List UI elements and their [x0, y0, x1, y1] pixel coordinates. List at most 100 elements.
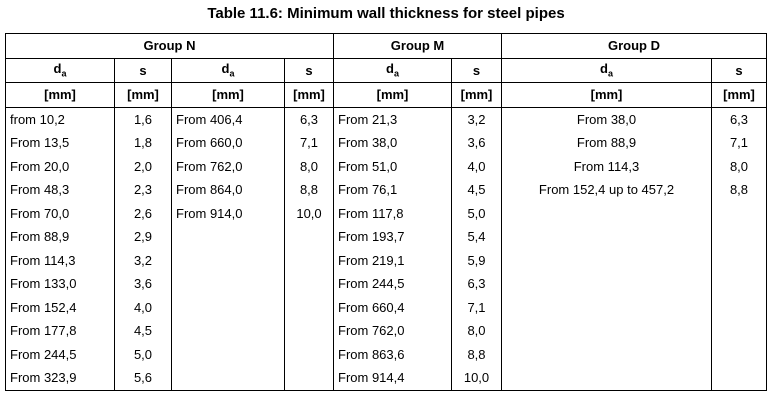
group-n-outer-diameter-cell: From 762,0: [171, 154, 285, 178]
group-d-thickness-cell: [711, 248, 767, 272]
col-header-s: s: [284, 58, 334, 83]
group-n-outer-diameter-cell: From 244,5: [5, 342, 115, 366]
group-d-outer-diameter-cell: [501, 319, 712, 343]
group-n-thickness-cell: [284, 319, 334, 343]
table-row: From 152,4 4,0 From 660,4 7,1: [5, 295, 767, 319]
unit-label: [mm]: [451, 82, 502, 108]
group-n-outer-diameter-cell: [171, 342, 285, 366]
group-n-outer-diameter-cell: [171, 225, 285, 249]
group-d-thickness-cell: [711, 225, 767, 249]
group-m-outer-diameter-cell: From 660,4: [333, 295, 452, 319]
table-row: From 20,0 2,0 From 762,0 8,0 From 51,0 4,0 Fro…: [5, 154, 767, 178]
group-d-outer-diameter-cell: [501, 201, 712, 225]
group-m-thickness-cell: 10,0: [451, 366, 502, 391]
group-n-outer-diameter-cell: From 70,0: [5, 201, 115, 225]
group-n-thickness-cell: [284, 366, 334, 391]
col-header-s: s: [711, 58, 767, 83]
group-d-outer-diameter-cell: [501, 366, 712, 391]
column-header-row: da s da s da s da s: [5, 58, 767, 83]
group-n-thickness-cell: 8,8: [284, 178, 334, 202]
group-n-thickness-cell: 3,2: [114, 248, 172, 272]
unit-label: [mm]: [284, 82, 334, 108]
col-header-s: s: [451, 58, 502, 83]
unit-label: [mm]: [333, 82, 452, 108]
col-header-da: da: [171, 58, 285, 83]
group-n-outer-diameter-cell: From 177,8: [5, 319, 115, 343]
group-m-thickness-cell: 7,1: [451, 295, 502, 319]
group-n-outer-diameter-cell: From 88,9: [5, 225, 115, 249]
col-header-da: da: [501, 58, 712, 83]
group-m-thickness-cell: 5,4: [451, 225, 502, 249]
group-m-outer-diameter-cell: From 762,0: [333, 319, 452, 343]
group-n-outer-diameter-cell: [171, 272, 285, 296]
group-n-thickness-cell: 1,8: [114, 131, 172, 155]
group-d-outer-diameter-cell: [501, 295, 712, 319]
group-n-thickness-cell: 4,0: [114, 295, 172, 319]
group-n-thickness-cell: [284, 248, 334, 272]
group-n-thickness-cell: 6,3: [284, 107, 334, 131]
group-m-thickness-cell: 3,2: [451, 107, 502, 131]
group-d-thickness-cell: [711, 342, 767, 366]
group-n-thickness-cell: 2,6: [114, 201, 172, 225]
group-d-thickness-cell: [711, 272, 767, 296]
group-n-thickness-cell: 7,1: [284, 131, 334, 155]
group-n-outer-diameter-cell: From 114,3: [5, 248, 115, 272]
table-row: From 70,0 2,6 From 914,0 10,0 From 117,8 5,0: [5, 201, 767, 225]
group-m-outer-diameter-cell: From 76,1: [333, 178, 452, 202]
group-n-thickness-cell: 5,6: [114, 366, 172, 391]
group-n-outer-diameter-cell: from 10,2: [5, 107, 115, 131]
group-n-outer-diameter-cell: From 406,4: [171, 107, 285, 131]
table-row: From 133,0 3,6 From 244,5 6,3: [5, 272, 767, 296]
unit-label: [mm]: [711, 82, 767, 108]
group-n-outer-diameter-cell: From 864,0: [171, 178, 285, 202]
group-d-outer-diameter-cell: [501, 342, 712, 366]
group-n-thickness-cell: 2,3: [114, 178, 172, 202]
group-n-thickness-cell: 8,0: [284, 154, 334, 178]
unit-row: [mm] [mm] [mm] [mm] [mm] [mm] [mm] [mm]: [5, 82, 767, 108]
wall-thickness-table: Group N Group M Group D da s da s da s d…: [5, 33, 767, 391]
group-d-thickness-cell: [711, 201, 767, 225]
group-d-thickness-cell: [711, 319, 767, 343]
group-m-outer-diameter-cell: From 38,0: [333, 131, 452, 155]
group-d-outer-diameter-cell: From 38,0: [501, 107, 712, 131]
group-n-outer-diameter-cell: From 20,0: [5, 154, 115, 178]
group-n-outer-diameter-cell: From 323,9: [5, 366, 115, 391]
group-m-outer-diameter-cell: From 51,0: [333, 154, 452, 178]
group-n-thickness-cell: [284, 342, 334, 366]
group-n-thickness-cell: 10,0: [284, 201, 334, 225]
group-m-outer-diameter-cell: From 219,1: [333, 248, 452, 272]
group-n-outer-diameter-cell: From 48,3: [5, 178, 115, 202]
group-m-outer-diameter-cell: From 914,4: [333, 366, 452, 391]
table-row: From 114,3 3,2 From 219,1 5,9: [5, 248, 767, 272]
group-m-outer-diameter-cell: From 244,5: [333, 272, 452, 296]
group-n-outer-diameter-cell: [171, 366, 285, 391]
group-m-thickness-cell: 8,0: [451, 319, 502, 343]
group-n-thickness-cell: [284, 225, 334, 249]
table-row: from 10,2 1,6 From 406,4 6,3 From 21,3 3,2 Fro…: [5, 107, 767, 131]
group-n-thickness-cell: 4,5: [114, 319, 172, 343]
unit-label: [mm]: [5, 82, 115, 108]
group-m-thickness-cell: 6,3: [451, 272, 502, 296]
table-row: From 88,9 2,9 From 193,7 5,4: [5, 225, 767, 249]
group-d-thickness-cell: 8,0: [711, 154, 767, 178]
unit-label: [mm]: [114, 82, 172, 108]
col-header-da: da: [333, 58, 452, 83]
table-row: From 48,3 2,3 From 864,0 8,8 From 76,1 4,5 Fro…: [5, 178, 767, 202]
group-d-thickness-cell: [711, 366, 767, 391]
group-n-header: Group N: [5, 33, 334, 59]
group-n-outer-diameter-cell: From 13,5: [5, 131, 115, 155]
group-m-header: Group M: [333, 33, 502, 59]
group-n-thickness-cell: [284, 272, 334, 296]
col-header-s: s: [114, 58, 172, 83]
group-n-outer-diameter-cell: From 133,0: [5, 272, 115, 296]
group-n-thickness-cell: 3,6: [114, 272, 172, 296]
group-m-outer-diameter-cell: From 193,7: [333, 225, 452, 249]
table-row: From 177,8 4,5 From 762,0 8,0: [5, 319, 767, 343]
group-d-outer-diameter-cell: From 152,4 up to 457,2: [501, 178, 712, 202]
unit-label: [mm]: [501, 82, 712, 108]
group-m-thickness-cell: 5,9: [451, 248, 502, 272]
group-d-outer-diameter-cell: From 114,3: [501, 154, 712, 178]
group-n-outer-diameter-cell: [171, 248, 285, 272]
group-n-outer-diameter-cell: [171, 295, 285, 319]
group-n-thickness-cell: [284, 295, 334, 319]
